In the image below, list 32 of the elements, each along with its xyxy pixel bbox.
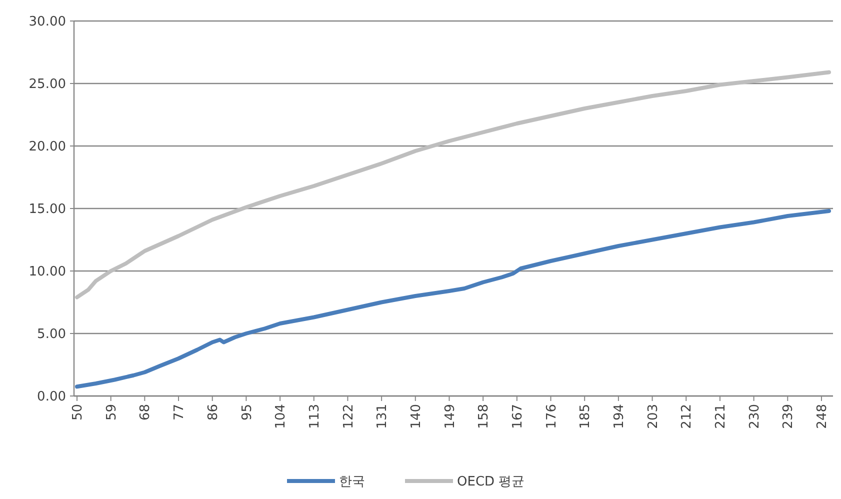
x-tick-label: 113 <box>307 404 322 429</box>
x-tick-label: 149 <box>442 404 458 429</box>
x-tick-label: 239 <box>781 404 796 429</box>
y-tick-label: 5.00 <box>37 327 66 342</box>
x-tick-label: 95 <box>240 404 255 421</box>
x-tick-label: 59 <box>104 404 120 421</box>
y-tick-label: 25.00 <box>28 77 66 92</box>
x-tick-label: 230 <box>747 404 762 429</box>
x-tick-label: 131 <box>375 404 390 429</box>
x-tick-label: 50 <box>70 404 86 421</box>
x-tick-label: 86 <box>206 404 221 421</box>
y-tick-label: 0.00 <box>37 390 66 405</box>
x-tick-label: 167 <box>510 404 526 429</box>
x-tick-label: 176 <box>544 404 560 429</box>
x-tick-label: 212 <box>680 404 695 429</box>
x-tick-label: 104 <box>274 404 289 429</box>
y-tick-label: 15.00 <box>28 202 66 218</box>
x-tick-label: 221 <box>714 404 729 429</box>
x-tick-label: 194 <box>612 404 627 429</box>
y-tick-label: 20.00 <box>28 140 66 155</box>
y-tick-label: 10.00 <box>28 264 66 280</box>
x-tick-label: 122 <box>341 404 356 429</box>
y-tick-label: 30.00 <box>28 14 66 30</box>
legend-label: OECD 평균 <box>457 474 525 490</box>
x-tick-label: 140 <box>408 404 424 429</box>
x-tick-label: 68 <box>138 404 154 421</box>
x-tick-label: 158 <box>476 404 492 429</box>
x-tick-label: 185 <box>578 404 594 429</box>
x-tick-label: 77 <box>172 404 188 421</box>
x-tick-label: 248 <box>815 404 830 429</box>
legend-label: 한국 <box>339 474 365 490</box>
x-tick-label: 203 <box>646 404 661 429</box>
